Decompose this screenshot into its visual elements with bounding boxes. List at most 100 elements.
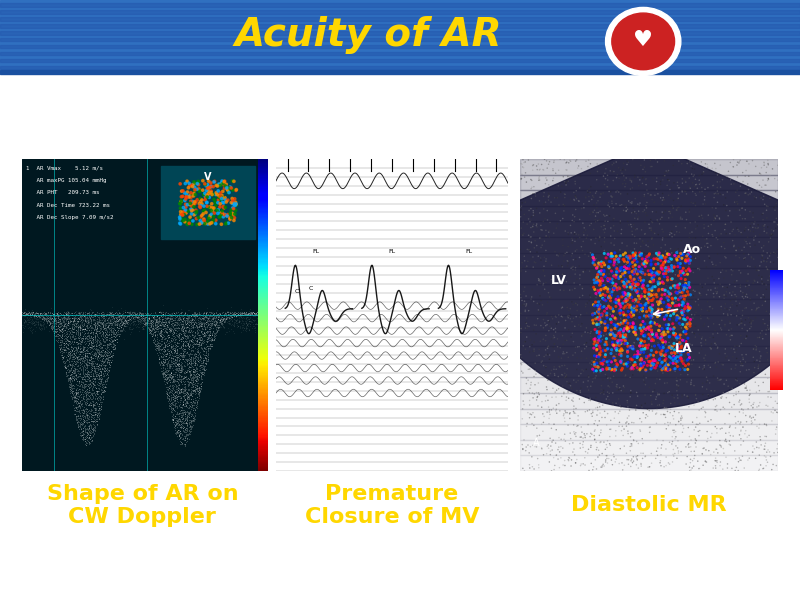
Point	[195, 338, 208, 348]
Point	[601, 363, 614, 373]
Point	[772, 175, 785, 185]
Point	[767, 319, 780, 328]
Point	[175, 430, 188, 440]
Point	[610, 284, 623, 294]
Point	[211, 322, 224, 331]
Point	[178, 373, 191, 382]
Point	[198, 364, 210, 373]
Point	[174, 433, 186, 443]
Point	[248, 310, 261, 319]
Point	[660, 281, 673, 290]
Point	[178, 330, 190, 340]
Point	[102, 365, 114, 375]
Point	[117, 310, 130, 319]
Point	[177, 186, 190, 196]
Point	[59, 321, 72, 331]
Point	[194, 332, 206, 342]
Point	[164, 400, 177, 409]
Point	[124, 306, 137, 316]
Point	[153, 355, 166, 364]
Point	[172, 323, 185, 333]
Point	[186, 416, 198, 426]
Point	[237, 325, 250, 334]
Point	[73, 364, 86, 373]
Point	[182, 365, 194, 375]
Point	[191, 346, 204, 356]
Point	[50, 324, 62, 334]
Point	[180, 437, 193, 447]
Point	[242, 312, 254, 322]
Point	[243, 319, 256, 329]
Point	[170, 420, 182, 430]
Point	[625, 176, 638, 185]
Point	[533, 299, 546, 309]
Point	[591, 307, 604, 317]
Point	[620, 206, 633, 216]
Point	[634, 323, 646, 333]
Point	[167, 393, 180, 403]
Point	[70, 312, 83, 322]
Point	[117, 313, 130, 323]
Point	[618, 332, 631, 341]
Point	[73, 334, 86, 343]
Point	[73, 322, 86, 331]
Point	[199, 355, 212, 364]
Point	[61, 335, 74, 344]
Point	[86, 397, 98, 406]
Point	[237, 320, 250, 329]
Point	[672, 307, 685, 316]
Point	[679, 315, 692, 325]
Point	[593, 301, 606, 311]
Point	[76, 410, 89, 420]
Point	[645, 361, 658, 370]
Point	[669, 283, 682, 292]
Point	[766, 283, 779, 292]
Point	[229, 311, 242, 320]
Point	[85, 422, 98, 432]
Point	[223, 318, 236, 328]
Point	[568, 229, 581, 239]
Point	[68, 375, 81, 385]
Point	[175, 367, 188, 376]
Point	[598, 217, 611, 226]
Point	[718, 290, 730, 300]
Point	[750, 161, 762, 171]
Point	[132, 320, 145, 329]
Point	[670, 343, 683, 352]
Point	[606, 365, 618, 374]
Point	[619, 338, 632, 348]
Point	[98, 371, 110, 380]
Point	[632, 267, 645, 277]
Point	[88, 426, 101, 436]
Point	[659, 350, 672, 359]
Point	[80, 312, 93, 322]
Point	[600, 340, 613, 349]
Point	[637, 277, 650, 286]
Point	[129, 313, 142, 322]
Point	[683, 463, 696, 472]
Point	[730, 292, 743, 301]
Point	[622, 158, 635, 167]
Point	[559, 165, 572, 175]
Point	[93, 349, 106, 358]
Point	[602, 308, 614, 317]
Point	[171, 431, 184, 441]
Point	[676, 421, 689, 430]
Point	[120, 317, 133, 326]
Point	[78, 417, 90, 427]
Point	[668, 340, 681, 350]
Point	[115, 313, 128, 323]
Point	[646, 341, 658, 351]
Point	[651, 259, 664, 269]
Point	[219, 196, 232, 205]
Point	[66, 323, 78, 333]
Point	[89, 363, 102, 373]
Point	[634, 245, 647, 254]
Point	[166, 318, 178, 328]
Point	[650, 254, 662, 263]
Point	[246, 308, 258, 318]
Point	[589, 299, 602, 308]
Point	[124, 311, 137, 320]
Point	[148, 319, 161, 329]
Point	[94, 391, 106, 401]
